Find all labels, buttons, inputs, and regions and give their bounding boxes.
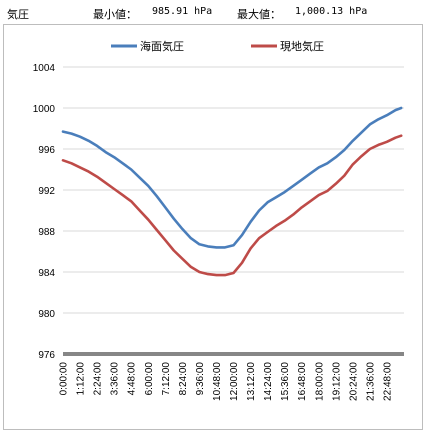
x-axis-baseline: [63, 352, 404, 356]
y-tick-label-1004: 1004: [33, 63, 56, 74]
x-tick-label-10: 12:00:00: [229, 362, 240, 401]
x-tick-label-4: 4:48:00: [127, 362, 138, 396]
legend-label-0: 海面気圧: [140, 39, 184, 53]
unit-label: 気圧: [7, 8, 29, 21]
min-value: 985.91 hPa: [152, 6, 213, 17]
y-tick-label-1000: 1000: [33, 104, 56, 115]
legend: 海面気圧 現地気圧: [111, 39, 324, 53]
series-line-1: [61, 134, 403, 277]
series-line-0: [61, 106, 403, 249]
x-tick-label-6: 7:12:00: [161, 362, 172, 396]
x-tick-label-1: 1:12:00: [76, 362, 87, 396]
x-tick-label-14: 16:48:00: [297, 362, 308, 401]
x-tick-label-13: 15:36:00: [280, 362, 291, 401]
y-tick-label-976: 976: [38, 350, 55, 361]
chart-header: 気圧 最小値： 985.91 hPa 最大値： 1,000.13 hPa: [0, 0, 428, 24]
x-tick-label-0: 0:00:00: [59, 362, 70, 396]
x-tick-label-8: 9:36:00: [195, 362, 206, 396]
x-tick-label-2: 2:24:00: [93, 362, 104, 396]
x-tick-label-12: 14:24:00: [263, 362, 274, 401]
x-tick-label-11: 13:12:00: [246, 362, 257, 401]
y-tick-label-980: 980: [38, 309, 55, 320]
x-tick-label-15: 18:00:00: [314, 362, 325, 401]
x-axis: [63, 352, 404, 356]
legend-label-1: 現地気圧: [280, 39, 324, 53]
series-lines: [61, 106, 403, 277]
x-tick-label-7: 8:24:00: [178, 362, 189, 396]
x-tick-label-16: 19:12:00: [331, 362, 342, 401]
y-axis-tick-labels: 976 980 984 988 992 996 1000 1004: [33, 63, 56, 361]
x-tick-label-9: 10:48:00: [212, 362, 223, 401]
y-tick-label-992: 992: [38, 186, 55, 197]
min-label: 最小値：: [93, 8, 137, 21]
x-tick-label-5: 6:00:00: [144, 362, 155, 396]
max-value: 1,000.13 hPa: [295, 6, 368, 17]
max-label: 最大値：: [237, 8, 281, 21]
x-tick-label-19: 22:48:00: [382, 362, 393, 401]
x-tick-label-17: 20:24:00: [348, 362, 359, 401]
x-tick-label-3: 3:36:00: [110, 362, 121, 396]
chart-frame: [3, 24, 423, 430]
y-tick-label-996: 996: [38, 145, 55, 156]
x-axis-tick-labels: 0:00:00 1:12:00 2:24:00 3:36:00 4:48:00 6:00:…: [59, 362, 394, 401]
y-tick-label-984: 984: [38, 268, 55, 279]
x-tick-label-18: 21:36:00: [365, 362, 376, 401]
y-tick-label-988: 988: [38, 227, 55, 238]
